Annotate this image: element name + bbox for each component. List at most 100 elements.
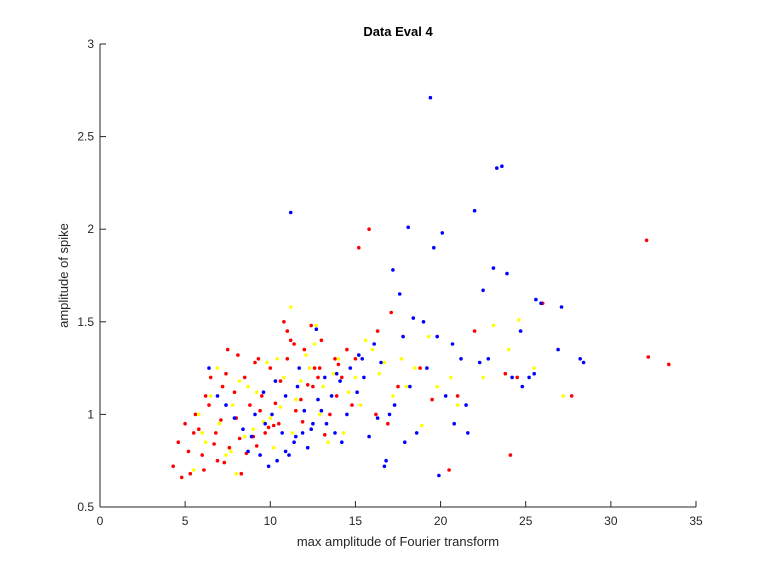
data-point [237, 436, 242, 441]
data-point [334, 394, 339, 398]
data-point [323, 375, 327, 380]
data-point [336, 357, 341, 361]
data-point [363, 338, 368, 343]
y-axis-label: amplitude of spike [56, 223, 71, 328]
data-point [283, 449, 288, 454]
data-point [472, 329, 477, 333]
data-point [275, 357, 279, 361]
data-point [517, 318, 521, 322]
data-point [428, 95, 433, 100]
data-point [372, 342, 377, 346]
data-point [518, 329, 523, 333]
data-point [667, 362, 671, 367]
data-point [304, 353, 308, 357]
data-point [292, 440, 296, 445]
data-point [341, 431, 346, 435]
data-point [406, 225, 411, 230]
data-point [290, 431, 295, 435]
data-point [556, 347, 560, 352]
data-point [397, 292, 402, 296]
data-point [450, 342, 455, 346]
data-point [242, 434, 247, 439]
data-point [323, 433, 327, 437]
x-axis-label: max amplitude of Fourier transform [297, 534, 499, 549]
data-point [271, 423, 276, 428]
data-point [263, 431, 268, 435]
data-point [408, 384, 412, 389]
data-point [331, 371, 336, 376]
data-point [357, 245, 361, 250]
data-point [203, 394, 208, 398]
data-point [569, 394, 574, 398]
data-point [254, 444, 259, 448]
data-point [379, 360, 383, 365]
data-point [503, 371, 508, 376]
data-point [539, 301, 543, 306]
data-point [420, 423, 424, 428]
data-point [236, 353, 240, 357]
data-point [232, 390, 237, 395]
data-point [197, 412, 201, 417]
data-point [215, 366, 220, 370]
data-point [321, 384, 325, 389]
data-point [377, 371, 382, 376]
data-point [334, 371, 339, 376]
data-point [449, 375, 453, 380]
data-point [217, 421, 221, 426]
data-point [285, 329, 290, 333]
data-point [280, 431, 285, 435]
data-point [447, 468, 451, 472]
data-point [294, 397, 298, 402]
data-point [311, 384, 315, 389]
data-point [297, 366, 302, 370]
data-point [491, 323, 496, 328]
data-point [414, 431, 419, 435]
data-point [319, 408, 324, 413]
data-point [505, 271, 509, 276]
y-tick-label: 0.5 [77, 500, 94, 514]
data-point [345, 412, 349, 417]
data-point [425, 366, 429, 370]
data-point [278, 379, 283, 383]
data-point [413, 366, 417, 370]
data-point [288, 210, 293, 215]
data-point [220, 384, 225, 389]
data-point [270, 412, 274, 417]
data-point [355, 390, 359, 395]
data-point [294, 434, 298, 439]
data-point [500, 164, 504, 168]
data-point [266, 425, 271, 430]
data-point [506, 347, 511, 352]
data-point [333, 357, 337, 361]
data-point [309, 323, 314, 328]
data-point [316, 375, 320, 380]
data-point [288, 305, 293, 309]
data-point [411, 316, 416, 320]
y-tick-label: 2 [87, 222, 94, 236]
data-point [346, 390, 351, 395]
data-point [435, 384, 440, 389]
data-point [353, 375, 358, 380]
x-tick-label: 0 [97, 514, 104, 528]
x-tick-label: 5 [182, 514, 189, 528]
data-point [234, 471, 238, 476]
data-point [345, 347, 349, 352]
data-point [350, 403, 354, 407]
data-point [396, 384, 400, 389]
data-point [183, 421, 187, 426]
data-point [578, 357, 582, 361]
y-tick-label: 2.5 [77, 130, 94, 144]
data-point [399, 357, 404, 361]
data-point [299, 379, 303, 383]
data-point [309, 427, 314, 432]
data-point [246, 384, 250, 389]
data-point [312, 342, 317, 346]
data-point [302, 408, 307, 413]
data-point [316, 397, 320, 402]
data-point [305, 383, 310, 387]
data-point [253, 360, 257, 365]
x-tick-label: 15 [349, 514, 363, 528]
data-point [225, 347, 230, 352]
data-point [532, 371, 536, 376]
